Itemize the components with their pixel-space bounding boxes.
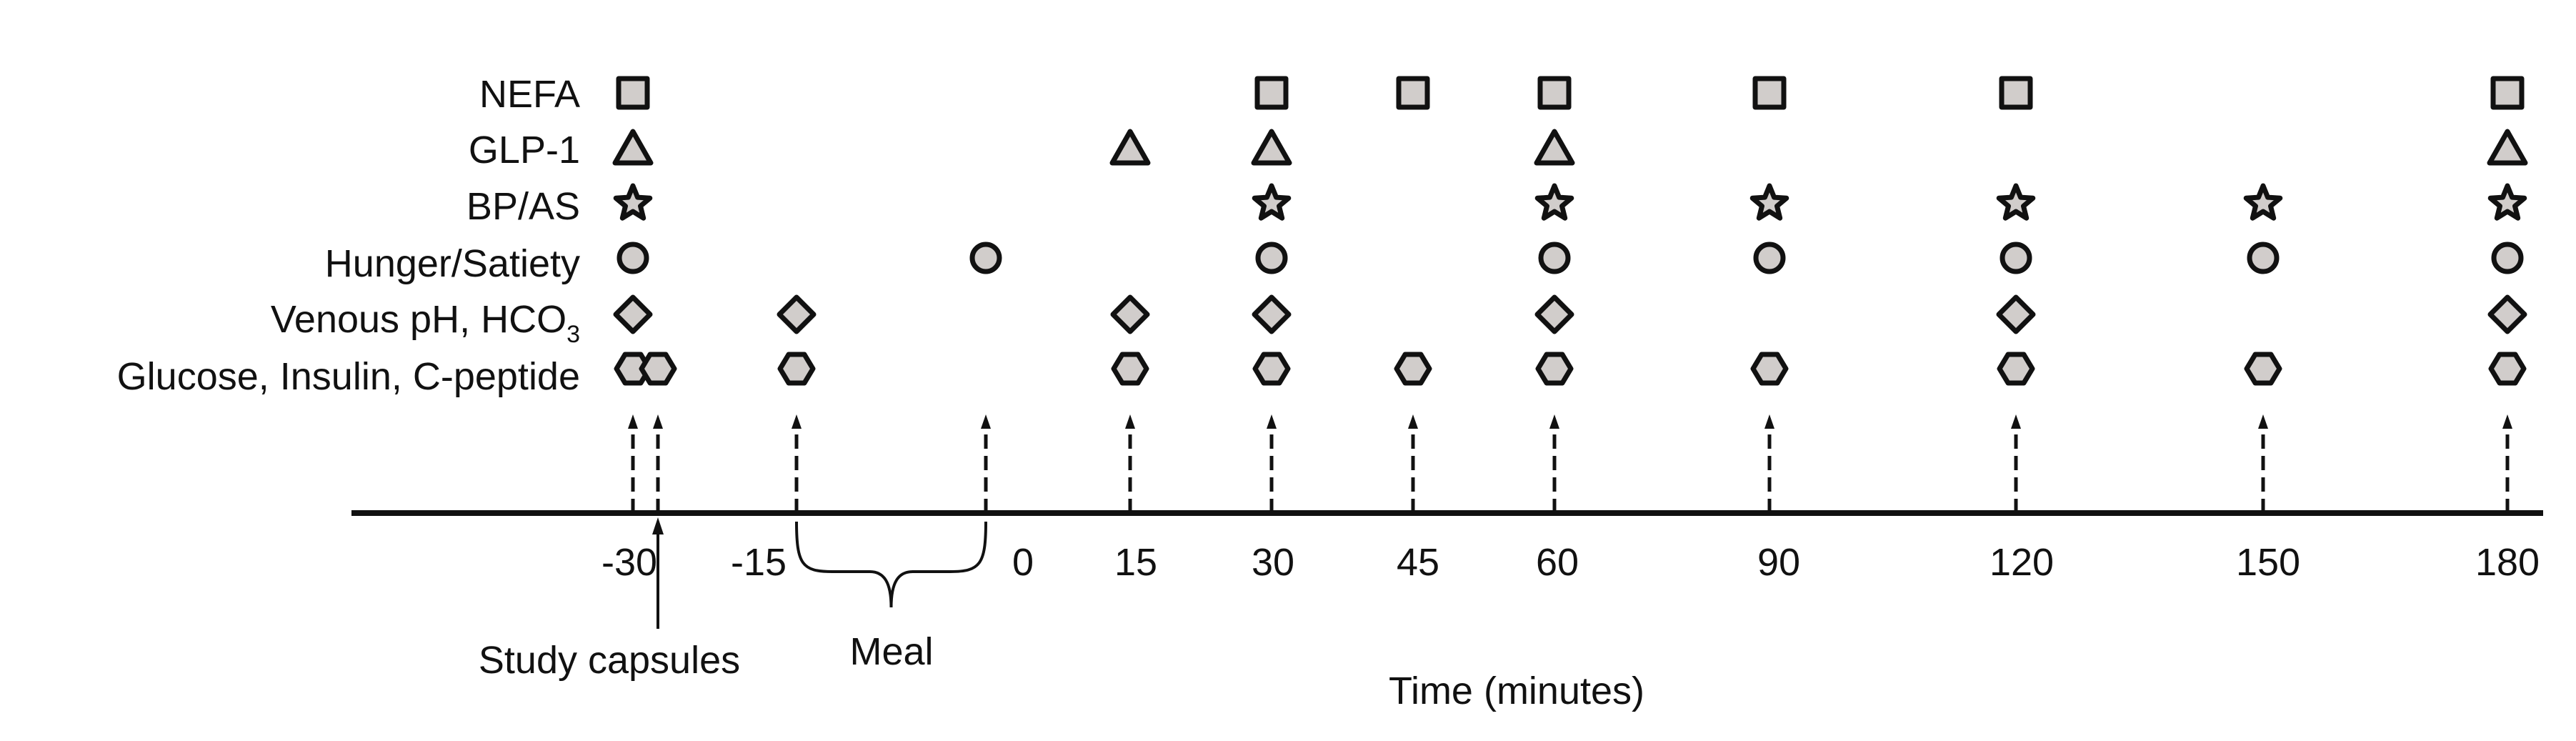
star-marker	[1534, 183, 1574, 221]
star-marker	[1252, 183, 1292, 221]
axis-tick-label: -30	[601, 541, 657, 584]
axis-tick-label: -15	[731, 541, 787, 584]
square-marker	[1999, 76, 2033, 110]
square-marker	[2490, 76, 2525, 110]
diamond-marker	[1252, 294, 1292, 334]
triangle-marker	[612, 129, 654, 166]
circle-marker	[1255, 242, 1288, 274]
row-label-venous-main: Venous pH, HCO	[271, 298, 566, 341]
row-label-glucose-insulin-cpeptide: Glucose, Insulin, C-peptide	[117, 355, 580, 398]
row-labels: NEFA GLP-1 BP/AS Hunger/Satiety Venous p…	[117, 73, 580, 398]
sampling-arrow-head	[792, 414, 802, 429]
axis-tick-label: 30	[1252, 541, 1294, 584]
hexagon-marker	[2244, 352, 2282, 386]
sampling-arrow-head	[2502, 414, 2512, 429]
star-marker	[613, 183, 653, 221]
study-capsules-arrow-head	[652, 517, 664, 534]
triangle-marker	[1534, 129, 1575, 166]
hexagon-marker	[1111, 352, 1149, 386]
diamond-marker	[2487, 294, 2527, 334]
star-marker	[2243, 183, 2283, 221]
hexagon-marker	[639, 352, 677, 386]
hexagon-marker	[1750, 352, 1789, 386]
annotations: Study capsules Meal Time (minutes)	[479, 517, 1644, 712]
row-label-venous-subscript: 3	[566, 321, 580, 348]
square-marker	[1537, 76, 1572, 110]
hexagon-marker	[614, 352, 652, 386]
sampling-arrow-head	[1408, 414, 1418, 429]
meal-label: Meal	[849, 630, 933, 673]
circle-marker	[969, 242, 1002, 274]
sampling-arrows	[628, 414, 2512, 513]
triangle-marker	[1251, 129, 1292, 166]
star-marker	[2487, 183, 2527, 221]
sampling-arrow-head	[1764, 414, 1774, 429]
square-marker	[1254, 76, 1289, 110]
axis-tick-label: 180	[2475, 541, 2540, 584]
row-label-glp1: GLP-1	[469, 129, 580, 171]
axis-tick-label: 0	[1012, 541, 1034, 584]
sampling-arrow-head	[1549, 414, 1559, 429]
diamond-marker	[777, 294, 817, 334]
star-marker	[1749, 183, 1789, 221]
star-marker	[1996, 183, 2036, 221]
meal-brace	[795, 521, 987, 608]
row-label-venous-ph-hco3: Venous pH, HCO3	[271, 298, 580, 348]
circle-marker	[2247, 242, 2280, 274]
sampling-arrow-head	[2258, 414, 2268, 429]
circle-marker	[1538, 242, 1571, 274]
sampling-arrow-head	[2011, 414, 2021, 429]
triangle-marker	[2487, 129, 2528, 166]
sampling-arrow-head	[653, 414, 663, 429]
sampling-markers	[612, 76, 2528, 386]
sampling-arrow-head	[628, 414, 638, 429]
square-marker	[1752, 76, 1787, 110]
row-label-nefa: NEFA	[479, 73, 580, 116]
triangle-marker	[1109, 129, 1151, 166]
hexagon-marker	[2488, 352, 2527, 386]
diamond-marker	[1110, 294, 1150, 334]
diamond-marker	[1534, 294, 1574, 334]
axis-title: Time (minutes)	[1389, 670, 1644, 712]
hexagon-marker	[1535, 352, 1574, 386]
circle-marker	[1753, 242, 1786, 274]
hexagon-marker	[777, 352, 816, 386]
axis-tick-label: 60	[1536, 541, 1579, 584]
diamond-marker	[1996, 294, 2036, 334]
square-marker	[1396, 76, 1430, 110]
axis-tick-label: 90	[1757, 541, 1800, 584]
row-label-hunger-satiety: Hunger/Satiety	[325, 242, 580, 285]
sampling-arrow-head	[981, 414, 991, 429]
sampling-arrow-head	[1125, 414, 1135, 429]
circle-marker	[2491, 242, 2524, 274]
square-marker	[616, 76, 650, 110]
axis-tick-label: 120	[1990, 541, 2054, 584]
diamond-marker	[613, 294, 653, 334]
hexagon-marker	[1997, 352, 2035, 386]
axis-tick-label: 45	[1397, 541, 1439, 584]
axis-tick-label: 15	[1114, 541, 1157, 584]
circle-marker	[2000, 242, 2032, 274]
circle-marker	[616, 242, 649, 274]
sampling-arrow-head	[1267, 414, 1277, 429]
axis-tick-label: 150	[2236, 541, 2300, 584]
hexagon-marker	[1394, 352, 1432, 386]
hexagon-marker	[1252, 352, 1291, 386]
study-capsules-label: Study capsules	[479, 639, 740, 682]
row-label-bp-as: BP/AS	[466, 185, 580, 228]
axis-tick-labels: -30 -15 0 15 30 45 60 90 120 150 180	[601, 541, 2540, 584]
